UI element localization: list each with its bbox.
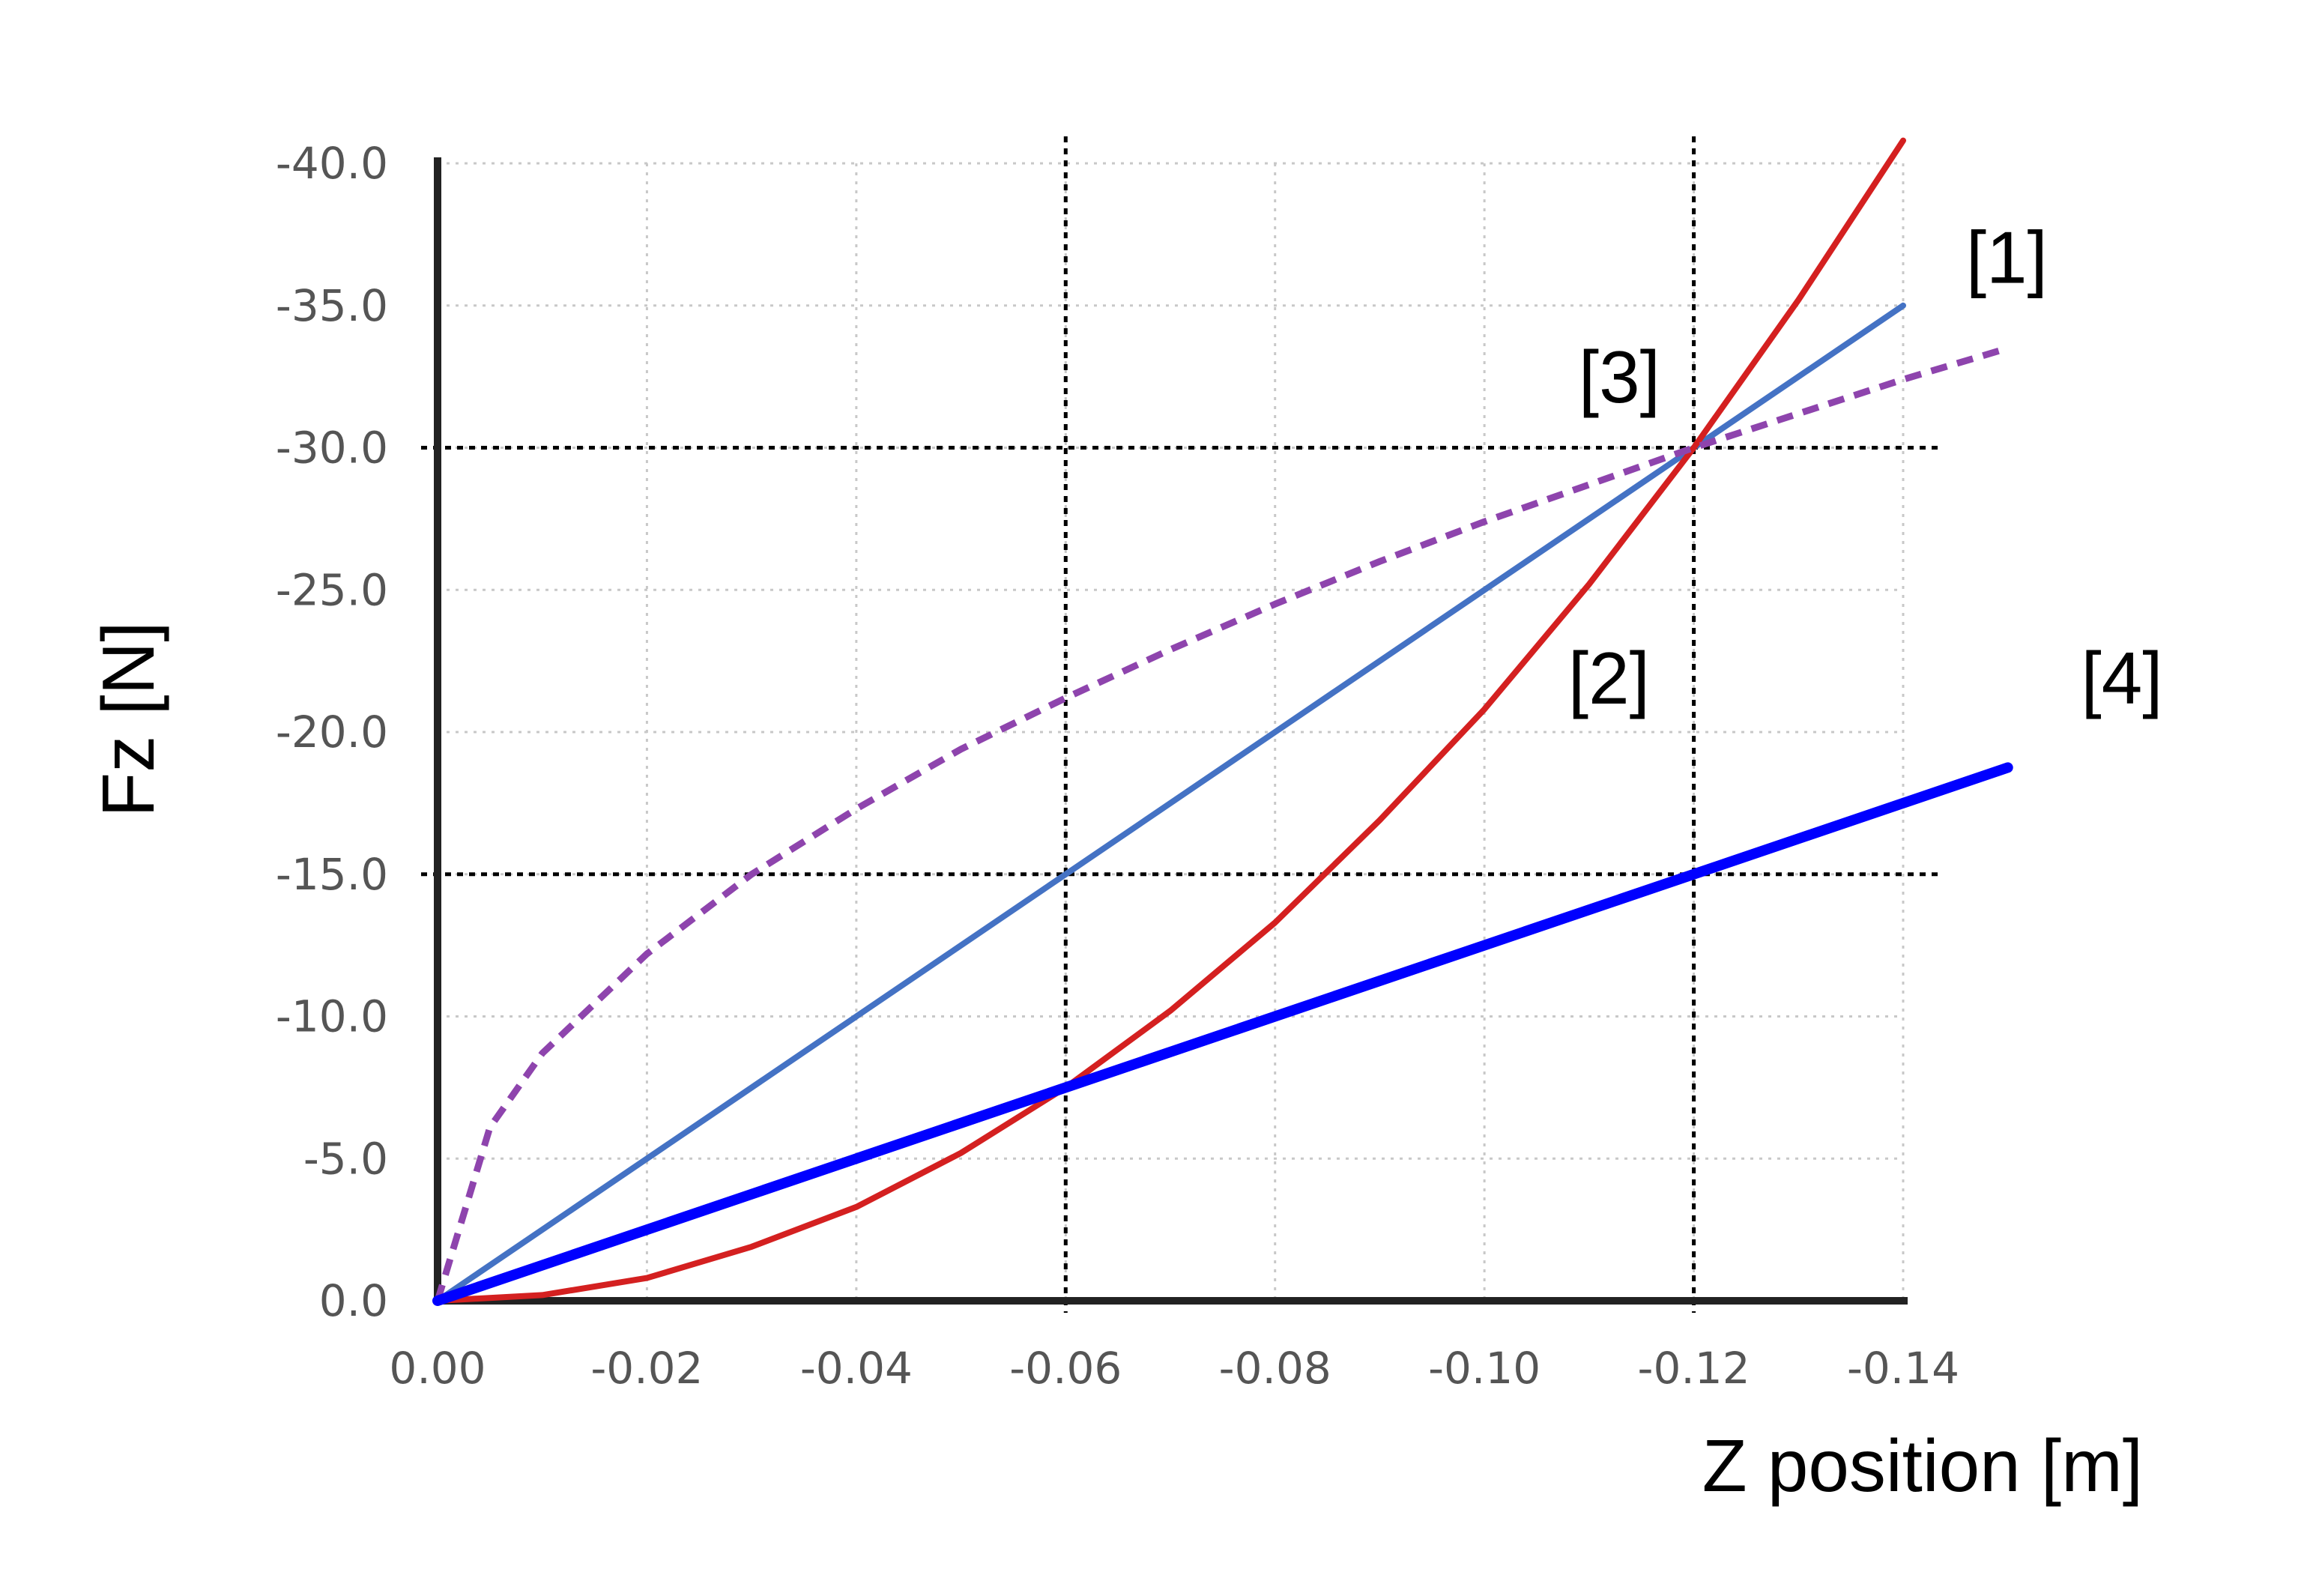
series-annotations: [1] [2] [3] [4] bbox=[1568, 216, 2163, 719]
series-label: [2] bbox=[1568, 637, 1650, 719]
y-tick-label: -25.0 bbox=[276, 564, 388, 615]
y-tick-label: -10.0 bbox=[276, 991, 388, 1042]
series-line-3 bbox=[434, 345, 2009, 1302]
y-tick-label: -30.0 bbox=[276, 423, 388, 474]
y-axis-title: Fz [N] bbox=[87, 621, 169, 817]
y-tick-label: 0.0 bbox=[319, 1275, 388, 1326]
reference-lines bbox=[421, 136, 1942, 1313]
series-label: [1] bbox=[1966, 216, 2048, 298]
y-tick-label: -5.0 bbox=[303, 1133, 388, 1184]
axes bbox=[434, 157, 1908, 1305]
series-line-2 bbox=[435, 137, 1906, 1304]
tick-labels: 0.00 -0.02 -0.04 -0.06 -0.08 -0.10 -0.12 -0.14 0… bbox=[276, 138, 1959, 1394]
series-lines bbox=[432, 137, 2013, 1306]
x-tick-label: -0.08 bbox=[1219, 1343, 1331, 1394]
x-tick-label: -0.14 bbox=[1847, 1343, 1959, 1394]
x-tick-label: -0.10 bbox=[1428, 1343, 1541, 1394]
y-tick-label: -35.0 bbox=[276, 280, 388, 331]
x-tick-label: -0.02 bbox=[590, 1343, 703, 1394]
y-tick-label: -20.0 bbox=[276, 707, 388, 758]
x-tick-label: 0.00 bbox=[389, 1343, 486, 1394]
series-label: [4] bbox=[2081, 637, 2163, 719]
series-line-4 bbox=[432, 762, 2013, 1306]
x-axis-title: Z position [m] bbox=[1702, 1424, 2143, 1507]
y-tick-label: -15.0 bbox=[276, 849, 388, 900]
x-tick-label: -0.12 bbox=[1638, 1343, 1750, 1394]
y-tick-label: -40.0 bbox=[276, 138, 388, 189]
x-tick-label: -0.06 bbox=[1009, 1343, 1122, 1394]
series-line-1 bbox=[435, 302, 1906, 1304]
gridlines bbox=[438, 162, 1905, 1301]
x-tick-label: -0.04 bbox=[800, 1343, 913, 1394]
series-label: [3] bbox=[1579, 336, 1660, 418]
